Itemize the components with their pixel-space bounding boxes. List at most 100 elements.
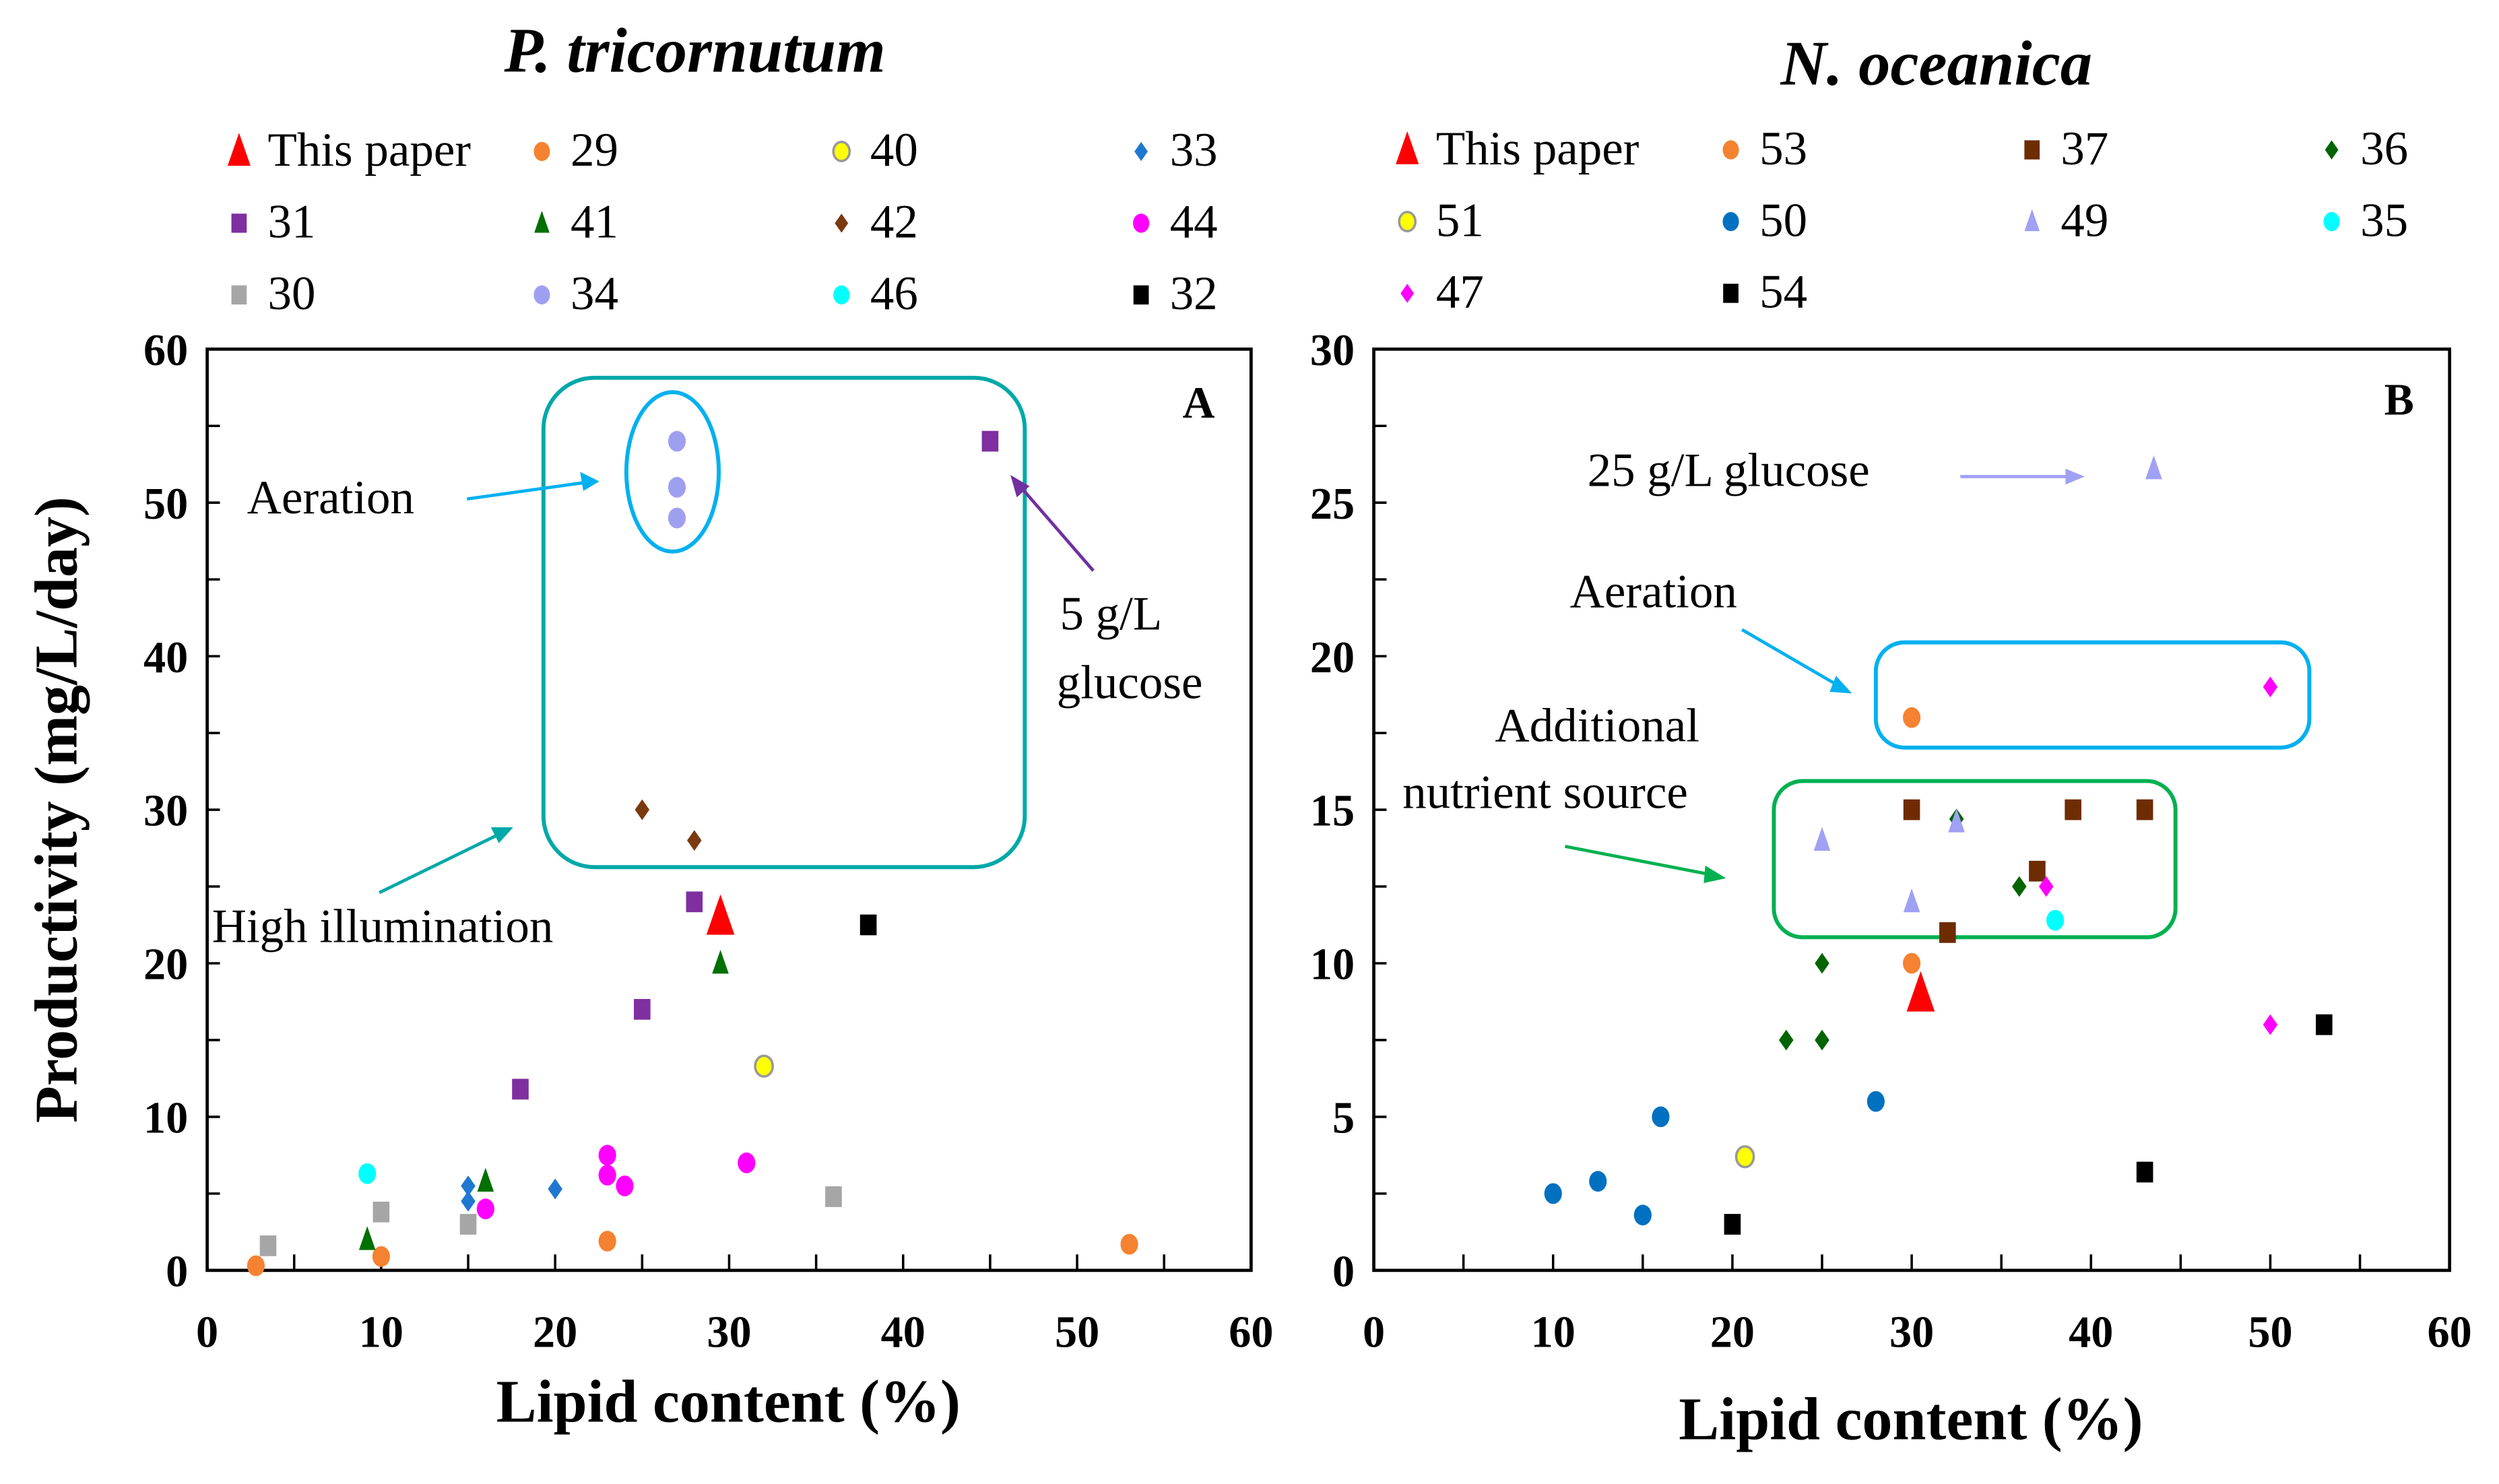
panel-a-points xyxy=(247,430,1138,1277)
data-point-30 xyxy=(259,1235,277,1256)
data-point-29 xyxy=(372,1246,390,1267)
data-point-37 xyxy=(2136,799,2153,820)
y-tick-label: 25 xyxy=(1310,480,1355,529)
legend-entry-label: 34 xyxy=(571,267,618,320)
legend-marker xyxy=(2024,140,2040,160)
data-point-50 xyxy=(1633,1204,1652,1226)
y-tick-label: 40 xyxy=(143,633,188,682)
data-point-49 xyxy=(2145,455,2162,480)
y-tick-label: 30 xyxy=(143,787,188,836)
legend-entry-label: 33 xyxy=(1170,124,1218,176)
data-point-33 xyxy=(461,1190,476,1212)
legend-entry-label: 40 xyxy=(870,124,918,176)
x-tick-label: 60 xyxy=(1229,1308,1273,1357)
x-tick-label: 0 xyxy=(1363,1308,1385,1357)
data-point-29 xyxy=(598,1231,616,1252)
data-point-31 xyxy=(512,1078,529,1100)
arrowhead-icon xyxy=(1010,475,1030,498)
data-point-31 xyxy=(634,998,651,1020)
data-point-41 xyxy=(712,949,729,974)
x-tick-label: 20 xyxy=(1710,1308,1755,1357)
legend-entry-label: 30 xyxy=(268,267,316,320)
x-tick-label: 20 xyxy=(533,1308,577,1357)
high-illumination-box xyxy=(541,375,1027,870)
panel-b-legend: This paper 53 37 36 51 50 49 35 47 54 xyxy=(1396,123,2408,319)
panel-b-axes: 0 10 20 30 40 50 60 0 5 10 15 20 25 30 xyxy=(1310,326,2472,1357)
legend-marker xyxy=(1133,214,1150,233)
legend-entry-label: 41 xyxy=(571,196,618,249)
legend-entry-label: 50 xyxy=(1759,194,1807,247)
data-point-31 xyxy=(981,430,999,452)
legend-marker xyxy=(534,210,550,233)
data-point-37 xyxy=(2065,799,2081,820)
legend-entry-label: 51 xyxy=(1436,194,1484,247)
data-point-36 xyxy=(2012,876,2027,897)
data-point-37 xyxy=(2029,860,2046,882)
data-point-this-paper xyxy=(1906,971,1935,1012)
x-tick-label: 30 xyxy=(1889,1308,1934,1357)
legend-marker xyxy=(1134,141,1148,162)
panel-a-ylabel: Productivity (mg/L/day) xyxy=(24,496,90,1123)
data-point-36 xyxy=(1815,1029,1829,1051)
data-point-36 xyxy=(1779,1029,1794,1051)
y-tick-label: 15 xyxy=(1310,787,1355,836)
arrowhead-icon xyxy=(580,472,599,491)
data-point-50 xyxy=(1589,1171,1607,1192)
legend-marker xyxy=(1722,140,1739,160)
arrowhead-icon xyxy=(2065,468,2085,485)
annotation-nutrient-source: nutrient source xyxy=(1402,767,1688,819)
x-tick-label: 40 xyxy=(881,1308,926,1357)
panel-a-axes: 0 10 20 30 40 50 60 0 10 20 30 40 50 60 xyxy=(143,326,1274,1357)
annotation-5gl: 5 g/L xyxy=(1060,588,1162,641)
data-point-31 xyxy=(686,891,703,913)
panel-a-label: A xyxy=(1183,379,1215,428)
annotation-25gl-glucose: 25 g/L glucose xyxy=(1588,445,1870,497)
panel-b-title: N. oceanica xyxy=(1780,28,2093,98)
x-tick-label: 0 xyxy=(196,1308,218,1357)
data-point-54 xyxy=(2136,1161,2153,1183)
data-point-51 xyxy=(1734,1145,1755,1169)
y-tick-label: 0 xyxy=(1332,1248,1355,1297)
legend-entry-label: 42 xyxy=(870,196,918,249)
data-point-33 xyxy=(548,1178,562,1200)
data-point-50 xyxy=(1652,1106,1670,1128)
legend-entry-label: 53 xyxy=(1759,123,1807,175)
x-tick-label: 50 xyxy=(1055,1308,1099,1357)
legend-entry-label: 47 xyxy=(1436,266,1484,319)
legend-entry-label: This paper xyxy=(1436,123,1640,175)
arrow-aeration-a xyxy=(466,480,593,501)
legend-marker xyxy=(833,285,850,305)
legend-entry-label: 29 xyxy=(571,124,618,176)
data-point-34 xyxy=(668,507,686,529)
data-point-54 xyxy=(2316,1014,2333,1035)
legend-marker xyxy=(2024,209,2040,232)
data-point-32 xyxy=(859,914,877,936)
y-tick-label: 60 xyxy=(143,326,188,375)
data-point-29 xyxy=(1120,1233,1138,1255)
legend-marker xyxy=(1396,131,1419,164)
aeration-box-b xyxy=(1873,640,2312,750)
legend-entry-label: 54 xyxy=(1759,266,1807,319)
x-tick-label: 40 xyxy=(2069,1308,2113,1357)
aeration-ellipse xyxy=(624,390,721,554)
legend-entry-label: This paper xyxy=(268,124,472,176)
legend-entry-label: 32 xyxy=(1170,267,1218,320)
annotation-aeration-a: Aeration xyxy=(247,472,414,524)
arrowhead-icon xyxy=(1829,676,1852,694)
legend-marker xyxy=(1723,284,1739,303)
data-point-41 xyxy=(358,1226,376,1250)
legend-entry-label: 46 xyxy=(870,267,918,320)
data-point-29 xyxy=(247,1255,265,1277)
legend-marker xyxy=(835,214,849,233)
data-point-30 xyxy=(372,1201,390,1223)
x-tick-label: 10 xyxy=(1531,1308,1576,1357)
y-tick-label: 20 xyxy=(1310,633,1355,682)
legend-marker xyxy=(231,214,247,233)
data-point-this-paper xyxy=(706,894,735,935)
annotation-additional: Additional xyxy=(1495,699,1699,752)
panel-a-xlabel: Lipid content (%) xyxy=(496,1369,961,1435)
legend-marker xyxy=(1400,284,1415,303)
data-point-36 xyxy=(1815,953,1829,974)
